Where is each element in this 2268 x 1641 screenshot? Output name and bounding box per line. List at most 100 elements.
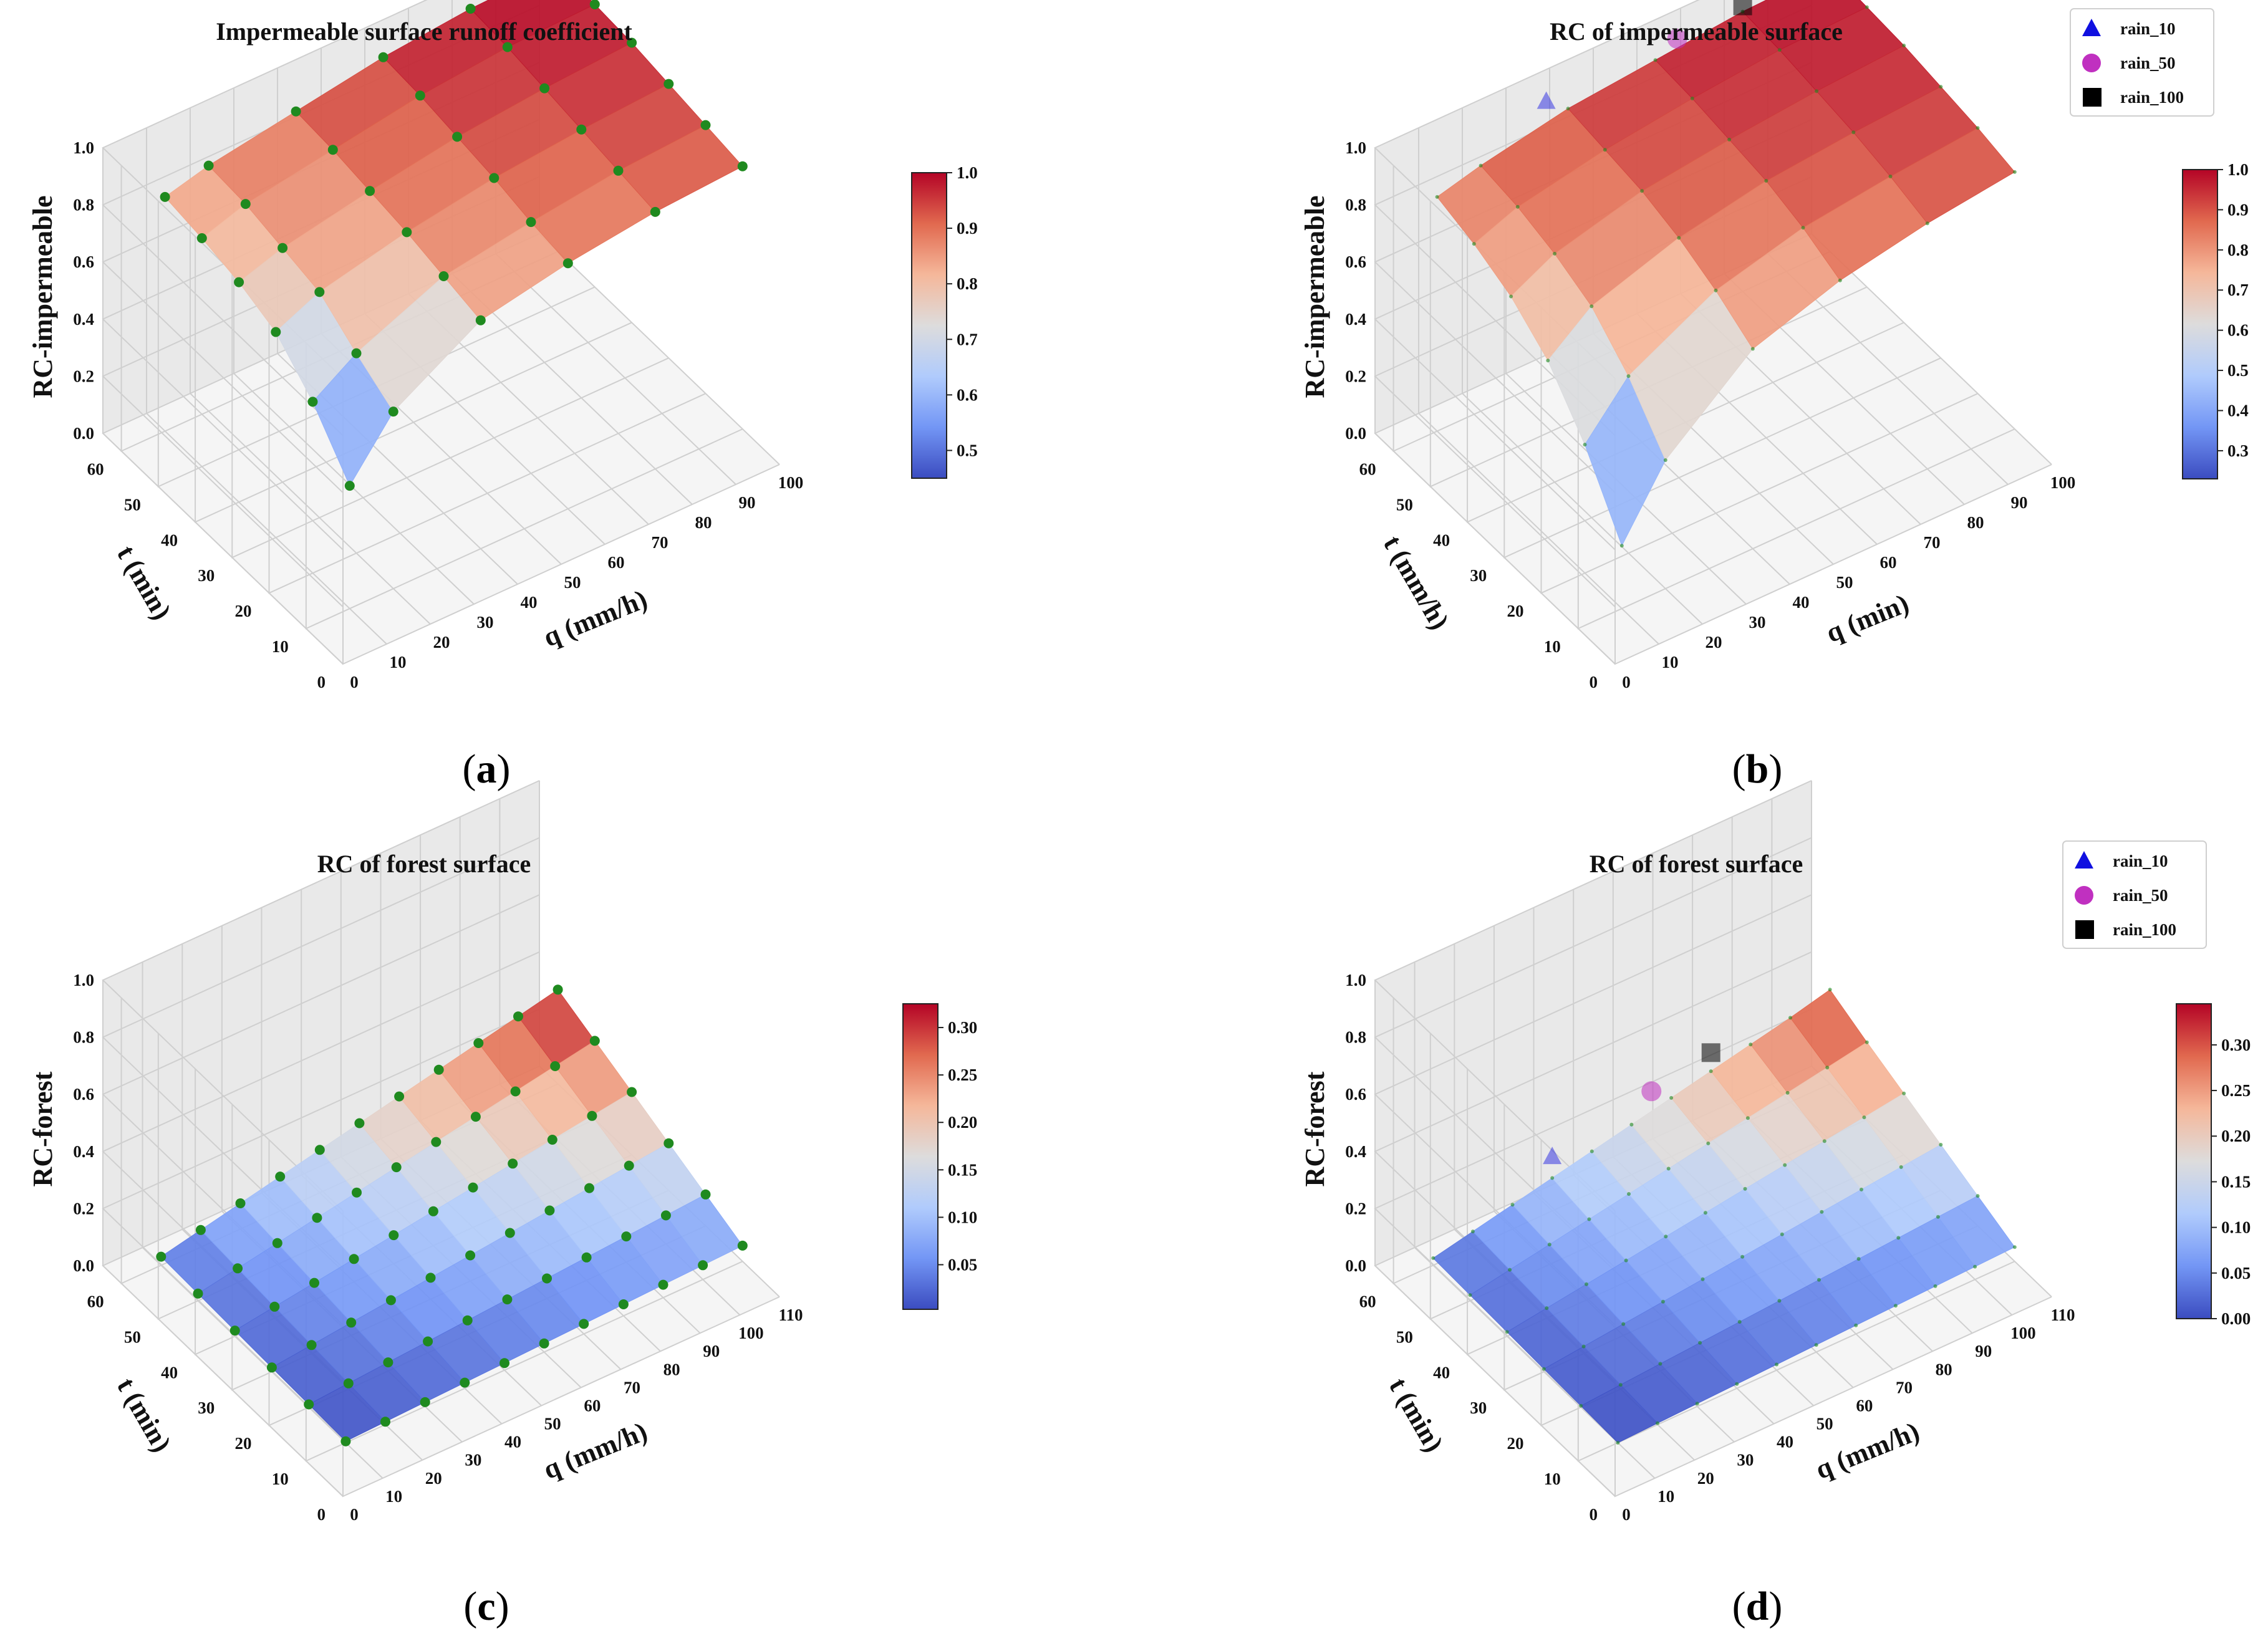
data-point	[1750, 347, 1755, 351]
data-point	[1815, 89, 1819, 94]
colorbar-tick-label: 0.10	[2221, 1218, 2251, 1237]
q-gridline	[146, 128, 387, 645]
data-point	[1973, 1264, 1977, 1269]
colorbar-bar	[902, 1003, 939, 1310]
data-point	[1666, 1167, 1671, 1171]
t-tick-label: 30	[1470, 566, 1487, 585]
data-point	[1745, 1116, 1750, 1120]
data-point	[354, 1118, 365, 1128]
colorbar-tick-label: 1.0	[2227, 160, 2249, 179]
data-point	[1629, 1122, 1634, 1127]
q-tick-label: 20	[433, 633, 450, 652]
caption-open-paren: (	[1732, 1584, 1746, 1629]
data-point	[1701, 1277, 1705, 1281]
data-point	[1583, 443, 1587, 447]
data-point	[1656, 1421, 1659, 1425]
t-tick-label: 20	[235, 1434, 252, 1453]
z-tick-label: 0.4	[1345, 1142, 1366, 1161]
legend-marker-triangle	[2082, 19, 2101, 36]
data-point	[1472, 242, 1476, 246]
chart-title: Impermeable surface runoff coefficient	[216, 17, 632, 46]
data-point	[351, 348, 362, 359]
data-point	[502, 42, 513, 52]
data-point	[438, 271, 449, 281]
caption-letter: b	[1746, 746, 1769, 792]
data-point	[1817, 1278, 1821, 1282]
data-point	[1435, 195, 1439, 199]
data-point	[1546, 359, 1550, 363]
data-point	[1542, 1367, 1546, 1371]
q-tick-label: 20	[425, 1469, 442, 1488]
data-point	[618, 1299, 629, 1309]
data-point	[344, 481, 355, 491]
data-point	[1740, 1254, 1745, 1259]
data-point	[433, 1064, 444, 1075]
q-gridline	[1374, 980, 1616, 1497]
colorbar-tick-label: 0.15	[948, 1160, 977, 1179]
data-point	[664, 1138, 674, 1148]
q-tick-label: 80	[695, 513, 712, 532]
z-tick-label: 0.6	[1345, 1085, 1366, 1104]
t-tick-label: 20	[1507, 602, 1524, 620]
data-point	[542, 1273, 552, 1284]
data-point	[1590, 304, 1594, 309]
data-point	[475, 315, 486, 325]
data-point	[465, 4, 476, 14]
data-point	[526, 217, 536, 228]
legend-marker-square	[2075, 920, 2094, 939]
data-point	[1939, 1143, 1943, 1147]
q-tick-label: 90	[703, 1342, 720, 1360]
q-tick-label: 40	[504, 1433, 521, 1451]
data-point	[737, 161, 748, 171]
data-point	[1618, 1383, 1623, 1387]
data-point	[1470, 1230, 1475, 1234]
data-point	[1510, 1203, 1515, 1207]
colorbar-tick-label: 0.25	[2221, 1081, 2251, 1100]
z-axis: 0.0 0.2 0.4 0.6 0.8 1.0 RC-impermeable	[1300, 138, 1366, 443]
data-point	[1590, 1149, 1594, 1153]
colorbar-tick-label: 0.7	[2227, 281, 2249, 299]
q-axis-label: q (mm/h)	[539, 584, 651, 653]
data-point	[275, 1172, 286, 1182]
z-tick-label: 0.0	[1345, 1256, 1366, 1275]
data-point	[627, 1087, 637, 1097]
data-point	[1860, 1187, 1863, 1191]
colorbar-tick-label: 0.6	[2227, 321, 2249, 340]
data-point	[1547, 1243, 1551, 1247]
q-tick-label: 90	[2011, 493, 2028, 512]
t-tick-label: 60	[1359, 460, 1376, 478]
q-tick-label: 30	[1737, 1451, 1754, 1470]
t-tick-label: 40	[161, 1363, 178, 1382]
data-point	[203, 160, 214, 171]
data-point	[452, 132, 463, 142]
t-tick-label: 50	[1396, 495, 1413, 514]
z-tick-label: 0.8	[1345, 196, 1366, 214]
data-point	[1587, 1217, 1591, 1221]
q-tick-label: 80	[1967, 513, 1984, 532]
caption-letter: d	[1746, 1584, 1769, 1629]
data-point	[327, 145, 338, 155]
q-gridline	[1374, 148, 1616, 665]
q-tick-label: 50	[1836, 573, 1853, 592]
data-point	[1936, 1215, 1940, 1219]
z-axis: 0.0 0.2 0.4 0.6 0.8 1.0 RC-impermeable	[27, 138, 94, 443]
data-point	[240, 199, 251, 209]
t-tick-label: 0	[317, 1505, 326, 1524]
data-point	[508, 1158, 518, 1169]
caption-close-paren: )	[1769, 1584, 1782, 1629]
data-point	[1627, 1192, 1631, 1196]
data-point	[343, 1378, 354, 1388]
t-axis-label: t (min)	[111, 1372, 178, 1457]
colorbar-tick-label: 0.30	[2221, 1036, 2251, 1054]
legend-label: rain_100	[2113, 920, 2176, 939]
data-point	[1468, 1293, 1472, 1297]
panel-b: 0.0 0.2 0.4 0.6 0.8 1.0 RC-impermeable 0 10 20 30 4…	[1300, 0, 2249, 691]
panel-caption: (c)	[463, 1584, 509, 1629]
q-tick-label: 100	[2050, 473, 2076, 492]
data-point	[415, 90, 425, 101]
z-tick-label: 0.6	[1345, 253, 1366, 271]
data-point	[550, 1061, 561, 1071]
data-point	[737, 1240, 748, 1251]
colorbar-bar	[2182, 169, 2218, 479]
q-tick-label: 30	[1749, 613, 1766, 632]
